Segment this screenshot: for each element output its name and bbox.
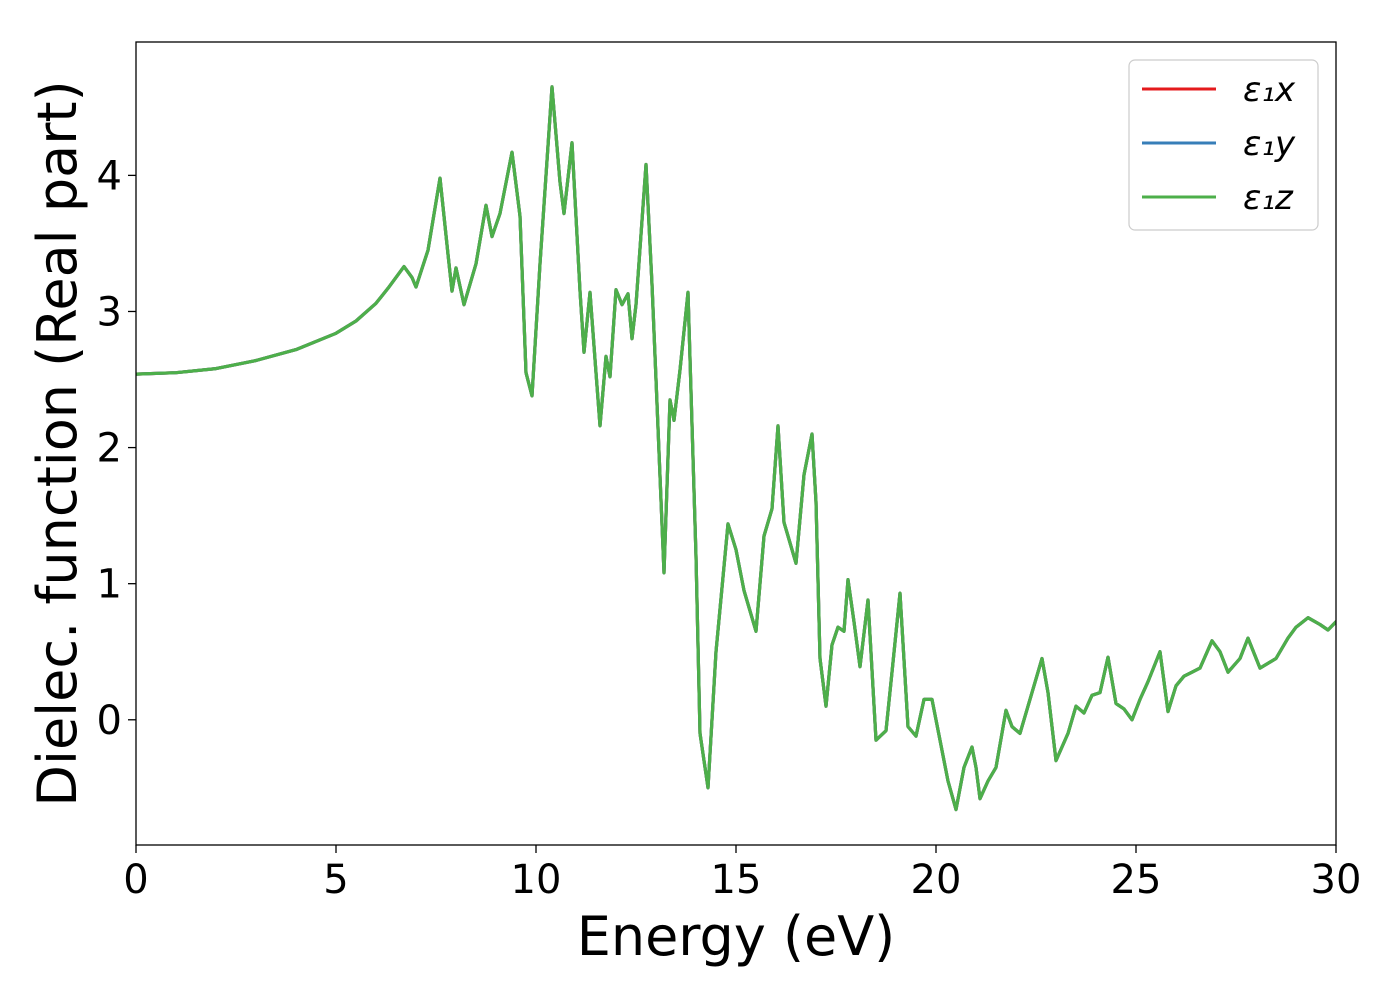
legend: ε₁x ε₁y ε₁z: [1128, 59, 1319, 231]
x-axis-label: Energy (eV): [577, 905, 896, 968]
legend-entry-label: ε₁x: [1243, 70, 1296, 110]
x-tick-label: 5: [323, 857, 348, 903]
series-layer: [136, 85, 1336, 812]
y-tick-label: 0: [97, 698, 122, 744]
legend-box: [1128, 59, 1319, 231]
y-tick-label: 1: [97, 562, 122, 608]
x-tick-label: 30: [1311, 857, 1362, 903]
x-tick-label: 20: [911, 857, 962, 903]
legend-entry-label: ε₁y: [1243, 124, 1296, 164]
x-tick-label: 0: [123, 857, 148, 903]
legend-entry-label: ε₁z: [1243, 178, 1294, 218]
y-axis-label: Dielec. function (Real part): [26, 80, 89, 806]
y-axis-ticks: 0 1 2 3 4: [97, 153, 136, 744]
y-tick-label: 3: [97, 289, 122, 335]
y-tick-label: 4: [97, 153, 122, 199]
x-tick-label: 10: [511, 857, 562, 903]
x-tick-label: 25: [1111, 857, 1162, 903]
x-axis-ticks: 0 5 10 15 20 25 30: [123, 845, 1361, 903]
series-line-3: [136, 85, 1336, 812]
y-tick-label: 2: [97, 426, 122, 472]
x-tick-label: 15: [711, 857, 762, 903]
